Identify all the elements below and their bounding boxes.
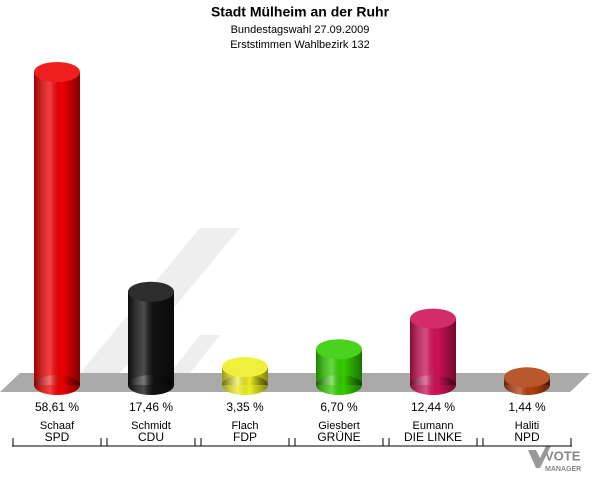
x-tick-label: GRÜNE — [317, 430, 360, 444]
candidate-label: Giesbert — [318, 420, 360, 432]
x-tick-label: CDU — [138, 430, 164, 444]
bar-cap — [34, 62, 80, 82]
candidate-label: Schaaf — [40, 420, 75, 432]
x-tick-label: FDP — [233, 430, 257, 444]
bar-cap — [128, 281, 174, 302]
shadow — [170, 335, 220, 373]
candidate-label: Eumann — [413, 420, 454, 432]
bar-cap — [316, 339, 362, 360]
logo: VOTE MANAGER — [528, 446, 581, 473]
candidate-label: Haliti — [515, 420, 539, 432]
value-label: 6,70 % — [320, 400, 358, 414]
bar-cap-light — [504, 367, 550, 388]
value-label: 12,44 % — [411, 400, 455, 414]
chart-subtitle: Bundestagswahl 27.09.2009 — [231, 24, 370, 36]
logo-text: MANAGER — [545, 466, 581, 473]
logo-text: VOTE — [545, 448, 581, 463]
bar-cap-light — [410, 308, 456, 329]
bar-cap-light — [316, 339, 362, 360]
candidate-label: Schmidt — [131, 420, 171, 432]
value-label: 3,35 % — [226, 400, 264, 414]
value-label: 17,46 % — [129, 400, 173, 414]
chart-title: Stadt Mülheim an der Ruhr — [211, 4, 390, 20]
candidate-label: Flach — [232, 420, 259, 432]
x-tick-label: DIE LINKE — [404, 430, 462, 444]
floor — [0, 373, 590, 392]
bar-cap-light — [222, 357, 268, 378]
bar-cap — [410, 308, 456, 329]
chart-subtitle: Erststimmen Wahlbezirk 132 — [230, 39, 370, 51]
bar-cap-light — [128, 281, 174, 302]
x-tick-label: SPD — [45, 430, 70, 444]
value-label: 58,61 % — [35, 400, 79, 414]
bar-cap — [222, 357, 268, 378]
bar-shade — [34, 72, 80, 385]
bar-shade — [128, 291, 174, 385]
value-label: 1,44 % — [508, 400, 546, 414]
x-tick-label: NPD — [514, 430, 540, 444]
bar-shade — [410, 318, 456, 385]
bar-cap-light — [34, 62, 80, 82]
bar-cap — [504, 367, 550, 388]
